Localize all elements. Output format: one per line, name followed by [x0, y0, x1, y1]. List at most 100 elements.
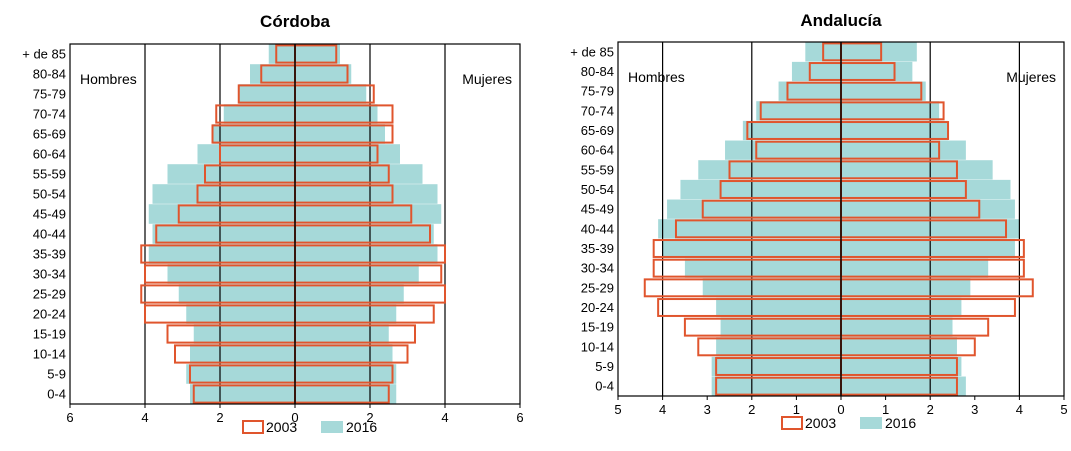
- bar-2016-right: [295, 344, 393, 364]
- y-tick-label: 65-69: [33, 127, 66, 142]
- y-tick-label: 60-64: [33, 147, 66, 162]
- y-tick-label: 35-39: [581, 241, 614, 256]
- legend-label-2016: 2016: [885, 415, 916, 431]
- bar-2016-left: [742, 120, 841, 141]
- y-tick-label: 25-29: [33, 287, 66, 302]
- right-side-label: Mujeres: [462, 71, 512, 87]
- bar-2016-right: [841, 120, 949, 141]
- y-tick-label: 80-84: [581, 64, 614, 79]
- bar-2016-left: [725, 140, 841, 160]
- bar-2016-right: [295, 44, 340, 64]
- bar-2016-left: [148, 244, 295, 264]
- bar-2016-right: [841, 258, 989, 278]
- x-tick-label: 3: [704, 402, 711, 417]
- left-side-label: Hombres: [80, 71, 137, 87]
- bar-2016-left: [667, 199, 841, 219]
- bar-2016-left: [720, 317, 841, 337]
- bar-2016-left: [250, 64, 295, 84]
- bar-2016-left: [212, 124, 295, 144]
- x-tick-label: 3: [971, 402, 978, 417]
- bar-2016-right: [841, 81, 926, 101]
- bar-2016-right: [295, 264, 419, 284]
- bar-2016-left: [702, 278, 841, 298]
- bar-2016-left: [711, 356, 841, 377]
- x-tick-label: 6: [516, 410, 523, 425]
- bar-2016-right: [841, 179, 1011, 200]
- y-tick-label: 45-49: [33, 207, 66, 222]
- bar-2016-right: [295, 64, 352, 84]
- x-tick-label: 4: [141, 410, 148, 425]
- bar-2016-right: [841, 61, 913, 82]
- bar-2016-right: [295, 204, 442, 224]
- bar-2016-right: [295, 324, 389, 344]
- y-tick-label: 15-19: [33, 327, 66, 342]
- bar-2016-right: [295, 124, 385, 144]
- y-tick-label: 0-4: [595, 379, 614, 394]
- x-tick-label: 2: [366, 410, 373, 425]
- bar-2016-left: [223, 104, 295, 124]
- bar-2016-right: [295, 304, 397, 324]
- bar-2016-left: [711, 376, 841, 396]
- bar-2016-right: [841, 376, 966, 396]
- y-tick-label: 25-29: [581, 280, 614, 295]
- y-tick-label: + de 85: [570, 44, 614, 59]
- bar-2016-right: [841, 317, 953, 337]
- bar-2016-left: [186, 304, 295, 324]
- bar-2016-right: [295, 284, 404, 304]
- y-tick-label: 40-44: [581, 221, 614, 236]
- bar-2016-left: [658, 219, 841, 239]
- y-tick-label: 55-59: [581, 162, 614, 177]
- bar-2016-right: [295, 184, 438, 204]
- bar-2016-left: [716, 337, 841, 357]
- bar-2016-left: [190, 344, 295, 364]
- bar-2016-left: [190, 384, 295, 404]
- bar-2016-left: [167, 264, 295, 284]
- y-tick-label: 75-79: [581, 84, 614, 99]
- chart-cordoba: Córdoba 0-4 5-9 10-14 15-19 20-24 25-29 30-34 35…: [22, 12, 523, 435]
- x-tick-label: 1: [793, 402, 800, 417]
- x-tick-label: 4: [659, 402, 666, 417]
- bar-2016-right: [841, 160, 993, 180]
- x-tick-label: 4: [1016, 402, 1023, 417]
- x-tick-label: 1: [882, 402, 889, 417]
- chart-title: Córdoba: [260, 12, 330, 31]
- bar-2016-right: [295, 364, 397, 384]
- y-tick-label: 10-14: [33, 347, 66, 362]
- legend-swatch-2016: [321, 421, 343, 433]
- bar-2016-right: [841, 297, 962, 318]
- bar-2016-left: [756, 101, 841, 121]
- y-tick-label: 30-34: [581, 261, 614, 276]
- bar-2016-left: [152, 224, 295, 244]
- bar-2016-right: [841, 278, 971, 298]
- bar-2016-left: [684, 258, 841, 278]
- y-tick-label: 5-9: [595, 359, 614, 374]
- bar-2016-right: [841, 238, 1015, 259]
- bar-2016-left: [698, 160, 841, 180]
- bar-2016-left: [178, 284, 295, 304]
- bar-2016-left: [193, 324, 295, 344]
- y-tick-label: 60-64: [581, 143, 614, 158]
- y-tick-label: 20-24: [581, 300, 614, 315]
- bar-2016-left: [680, 179, 841, 200]
- bar-2016-left: [186, 364, 295, 384]
- x-tick-label: 0: [837, 402, 844, 417]
- y-tick-label: 50-54: [581, 182, 614, 197]
- legend-swatch-2016: [860, 417, 882, 429]
- bar-2016-right: [841, 42, 917, 62]
- x-tick-label: 5: [1060, 402, 1067, 417]
- y-tick-label: 65-69: [581, 123, 614, 138]
- bar-2016-right: [295, 244, 438, 264]
- bar-2016-right: [295, 384, 397, 404]
- x-tick-label: 5: [614, 402, 621, 417]
- left-side-label: Hombres: [628, 69, 685, 85]
- y-tick-label: + de 85: [22, 47, 66, 62]
- x-tick-label: 0: [291, 410, 298, 425]
- bar-2016-left: [716, 297, 841, 318]
- bar-2016-right: [295, 164, 423, 184]
- bar-2016-right: [841, 101, 940, 121]
- bar-2016-right: [295, 144, 400, 164]
- y-tick-label: 20-24: [33, 307, 66, 322]
- y-tick-label: 75-79: [33, 87, 66, 102]
- bar-2016-left: [791, 61, 841, 82]
